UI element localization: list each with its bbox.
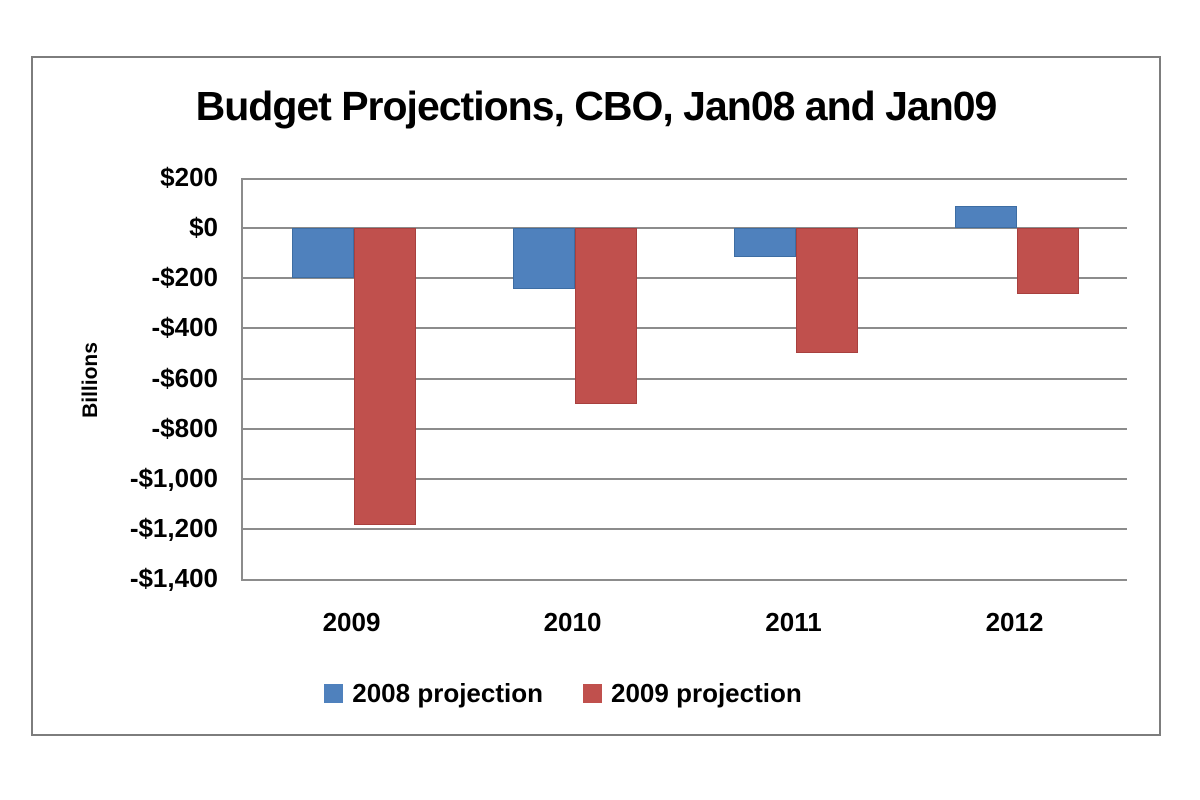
x-axis-labels: 2009 2010 2011 2012 <box>241 608 1125 640</box>
legend-entry: 2009 projection <box>583 678 802 709</box>
chart-frame: Budget Projections, CBO, Jan08 and Jan09… <box>31 56 1161 736</box>
gridline <box>243 227 1127 230</box>
gridline <box>243 477 1127 480</box>
y-tick-label: -$800 <box>151 412 219 443</box>
gridline <box>243 327 1127 330</box>
legend-label: 2008 projection <box>352 678 543 708</box>
bar-2008-projection-2009 <box>291 228 354 278</box>
legend-label: 2009 projection <box>611 678 802 708</box>
y-tick-label: $200 <box>160 161 218 192</box>
legend-entry: 2008 projection <box>324 678 543 709</box>
legend-swatch-icon <box>324 684 344 703</box>
gridline <box>243 178 1127 180</box>
x-tick-label: 2009 <box>322 607 381 637</box>
y-tick-label: -$1,000 <box>129 462 218 493</box>
gridline <box>243 377 1127 380</box>
gridline <box>243 277 1127 280</box>
bar-2008-projection-2010 <box>512 228 575 289</box>
x-tick-label: 2012 <box>985 607 1044 637</box>
x-tick-label: 2011 <box>765 607 822 637</box>
legend: 2008 projection 2009 projection <box>0 678 1126 709</box>
bar-2009-projection-2011 <box>795 228 858 353</box>
y-tick-label: -$200 <box>151 262 219 293</box>
gridline <box>243 527 1127 530</box>
bar-2009-projection-2010 <box>574 228 637 405</box>
bar-2008-projection-2011 <box>733 228 796 258</box>
bar-2009-projection-2012 <box>1016 228 1079 295</box>
bar-2008-projection-2012 <box>954 206 1017 229</box>
y-tick-label: -$1,200 <box>129 512 218 543</box>
y-tick-label: -$1,400 <box>129 562 218 593</box>
plot-area <box>241 178 1127 581</box>
y-tick-label: -$600 <box>151 362 219 393</box>
legend-swatch-icon <box>583 684 602 703</box>
gridline <box>243 427 1127 430</box>
y-tick-label: -$400 <box>151 312 219 343</box>
y-tick-label: $0 <box>189 212 218 243</box>
y-axis-labels: $200 $0 -$200 -$400 -$600 -$800 -$1,000 -$1,200… <box>33 162 219 593</box>
bar-2009-projection-2009 <box>353 228 416 526</box>
chart-title: Budget Projections, CBO, Jan08 and Jan09 <box>195 83 998 129</box>
x-tick-label: 2010 <box>543 607 602 637</box>
